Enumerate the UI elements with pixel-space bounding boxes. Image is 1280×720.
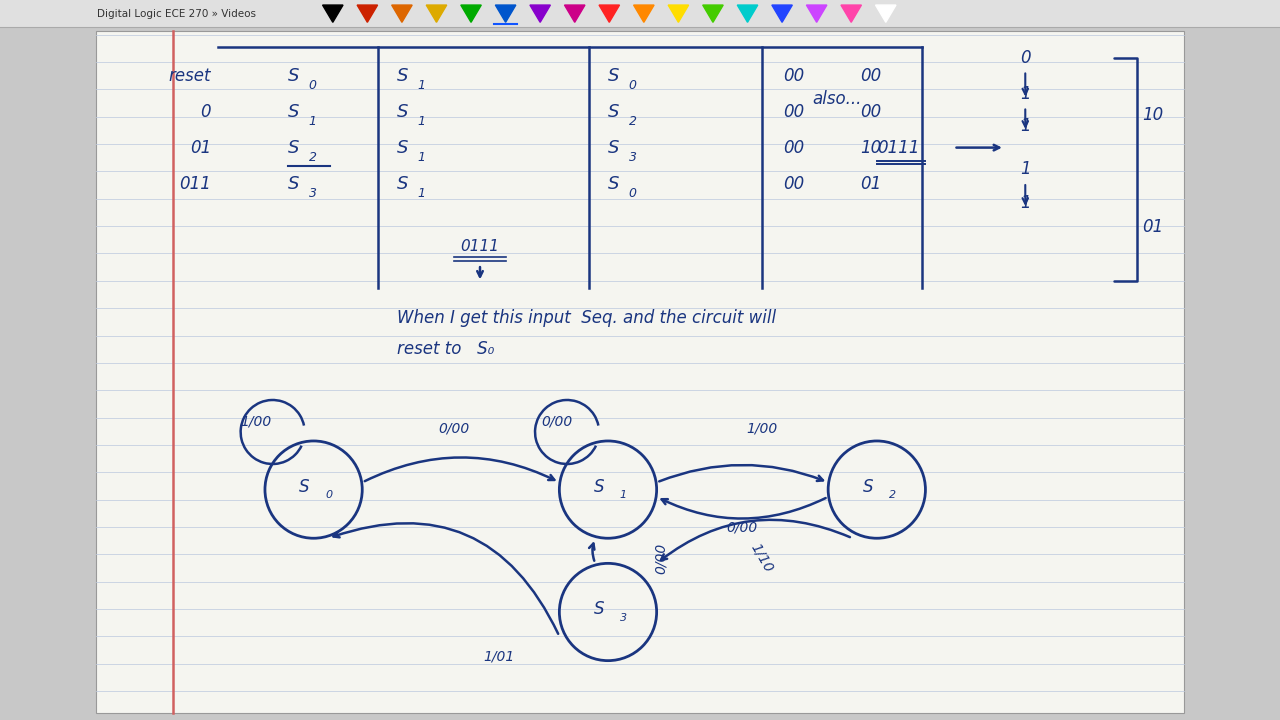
Text: 10: 10 bbox=[1142, 107, 1164, 125]
Polygon shape bbox=[841, 5, 861, 22]
Polygon shape bbox=[495, 5, 516, 22]
Text: 01: 01 bbox=[860, 175, 881, 193]
Polygon shape bbox=[323, 5, 343, 22]
Text: 1/00: 1/00 bbox=[241, 414, 271, 428]
Text: S: S bbox=[288, 175, 300, 193]
Text: 00: 00 bbox=[783, 103, 804, 121]
Text: 0: 0 bbox=[628, 79, 636, 92]
Polygon shape bbox=[703, 5, 723, 22]
Text: Digital Logic ECE 270 » Videos: Digital Logic ECE 270 » Videos bbox=[97, 9, 256, 19]
Text: 2: 2 bbox=[308, 151, 316, 164]
Polygon shape bbox=[772, 5, 792, 22]
Polygon shape bbox=[392, 5, 412, 22]
Text: reset: reset bbox=[169, 67, 211, 85]
Text: S: S bbox=[300, 478, 310, 495]
Polygon shape bbox=[426, 5, 447, 22]
Text: S: S bbox=[288, 67, 300, 85]
Text: 1: 1 bbox=[417, 79, 425, 92]
Text: 011: 011 bbox=[179, 175, 211, 193]
Text: 1/10: 1/10 bbox=[748, 541, 776, 575]
Text: S: S bbox=[397, 175, 408, 193]
Text: 00: 00 bbox=[860, 103, 881, 121]
Text: 10: 10 bbox=[860, 138, 881, 157]
Text: 00: 00 bbox=[860, 67, 881, 85]
Text: 0/00: 0/00 bbox=[654, 542, 667, 574]
Text: 0111: 0111 bbox=[461, 239, 499, 253]
Text: 1: 1 bbox=[417, 151, 425, 164]
Text: S: S bbox=[608, 67, 620, 85]
Text: S: S bbox=[397, 67, 408, 85]
Text: When I get this input  Seq. and the circuit will: When I get this input Seq. and the circu… bbox=[397, 310, 776, 327]
Text: 00: 00 bbox=[783, 67, 804, 85]
Text: S: S bbox=[594, 478, 604, 495]
Text: 0/00: 0/00 bbox=[439, 421, 470, 436]
Text: S: S bbox=[397, 138, 408, 157]
Text: 1: 1 bbox=[1020, 117, 1030, 135]
Text: 3: 3 bbox=[620, 613, 627, 623]
Text: 1: 1 bbox=[1020, 85, 1030, 103]
Text: 1: 1 bbox=[1020, 161, 1030, 179]
Polygon shape bbox=[668, 5, 689, 22]
Polygon shape bbox=[806, 5, 827, 22]
Text: S: S bbox=[863, 478, 873, 495]
Polygon shape bbox=[357, 5, 378, 22]
Text: 1: 1 bbox=[308, 115, 316, 128]
Text: 1: 1 bbox=[1020, 194, 1030, 212]
Text: 0111: 0111 bbox=[877, 138, 919, 157]
Text: reset to   S₀: reset to S₀ bbox=[397, 341, 494, 359]
Text: S: S bbox=[594, 600, 604, 618]
Text: 0: 0 bbox=[1020, 49, 1030, 67]
Text: 1: 1 bbox=[417, 115, 425, 128]
Bar bbox=[96, 31, 1184, 713]
Text: 2: 2 bbox=[628, 115, 636, 128]
Polygon shape bbox=[564, 5, 585, 22]
Text: 3: 3 bbox=[628, 151, 636, 164]
Polygon shape bbox=[737, 5, 758, 22]
Polygon shape bbox=[599, 5, 620, 22]
Text: 1: 1 bbox=[417, 187, 425, 200]
Text: 0: 0 bbox=[201, 103, 211, 121]
Text: S: S bbox=[288, 138, 300, 157]
Text: 01: 01 bbox=[189, 138, 211, 157]
Text: also...: also... bbox=[813, 91, 863, 109]
Text: 01: 01 bbox=[1142, 217, 1164, 236]
Polygon shape bbox=[461, 5, 481, 22]
Text: 2: 2 bbox=[888, 490, 896, 500]
Polygon shape bbox=[876, 5, 896, 22]
Bar bbox=[0, 0, 1280, 27]
Text: S: S bbox=[397, 103, 408, 121]
Text: 0: 0 bbox=[325, 490, 333, 500]
Polygon shape bbox=[530, 5, 550, 22]
Text: 0/00: 0/00 bbox=[727, 520, 758, 534]
Text: 1/00: 1/00 bbox=[746, 421, 777, 436]
Text: 0: 0 bbox=[628, 187, 636, 200]
Text: S: S bbox=[288, 103, 300, 121]
Text: 00: 00 bbox=[783, 175, 804, 193]
Text: S: S bbox=[608, 103, 620, 121]
Text: 1: 1 bbox=[620, 490, 627, 500]
Text: S: S bbox=[608, 175, 620, 193]
Text: 0/00: 0/00 bbox=[541, 414, 572, 428]
Text: 1/01: 1/01 bbox=[484, 649, 515, 664]
Text: 00: 00 bbox=[783, 138, 804, 157]
Text: 0: 0 bbox=[308, 79, 316, 92]
Polygon shape bbox=[634, 5, 654, 22]
Text: S: S bbox=[608, 138, 620, 157]
Text: 3: 3 bbox=[308, 187, 316, 200]
